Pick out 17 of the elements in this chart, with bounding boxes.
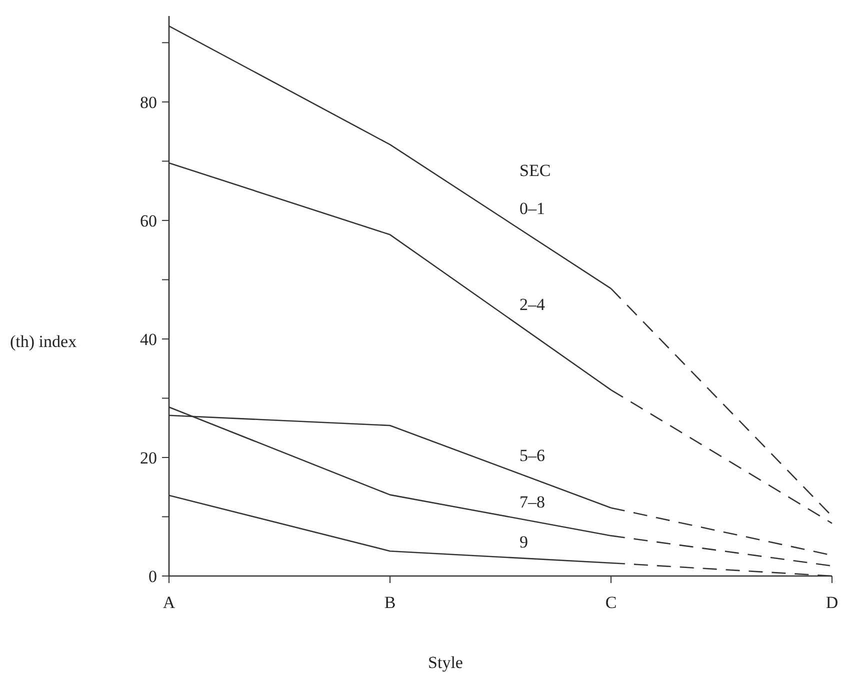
y-tick-label: 40 — [140, 330, 157, 349]
y-tick-label: 60 — [140, 211, 157, 230]
x-tick-label: D — [826, 593, 838, 612]
x-tick-label: A — [162, 593, 176, 612]
y-tick-label: 0 — [148, 566, 157, 586]
legend-title: SEC — [520, 160, 551, 180]
series-label: 7–8 — [520, 492, 546, 512]
y-tick-label: 20 — [140, 448, 157, 468]
y-axis-title: (th) index — [10, 332, 78, 351]
series-label: 0–1 — [520, 198, 546, 218]
x-tick-label: B — [384, 593, 396, 612]
series-label: 5–6 — [520, 446, 546, 465]
series-label: 2–4 — [520, 295, 546, 314]
x-tick-label: C — [605, 593, 617, 612]
x-axis-title: Style — [428, 653, 463, 672]
series-label: 9 — [520, 532, 528, 552]
y-tick-label: 80 — [140, 92, 157, 112]
